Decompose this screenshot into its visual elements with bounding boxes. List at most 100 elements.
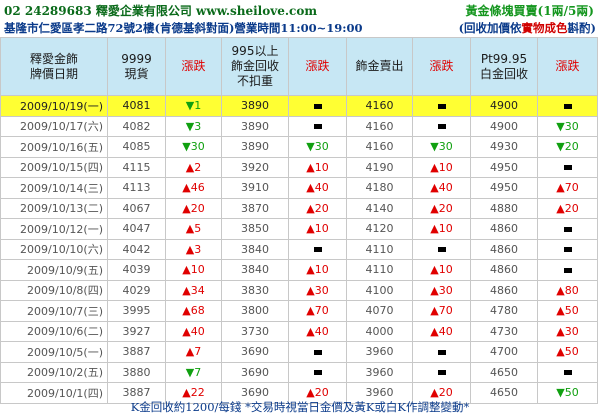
down-triangle-icon: ▼	[556, 386, 565, 400]
no-change-dash-icon	[563, 226, 572, 232]
spot-price-cell: 4082	[107, 115, 166, 137]
table-row: 2009/10/13(二) 4067 ▲20 3870 ▲20 4140 ▲20 4880 ▲2…	[0, 197, 598, 219]
change-cell	[288, 361, 347, 383]
change-cell: ▲20	[165, 197, 222, 219]
change-value: 30	[314, 283, 329, 297]
recycle-note-suffix: 斟酌)	[567, 21, 596, 35]
date-cell: 2009/10/7(三)	[0, 300, 108, 322]
change-cell: ▼50	[537, 382, 598, 404]
no-change-dash-icon	[563, 370, 572, 376]
down-triangle-icon: ▼	[556, 140, 565, 154]
up-triangle-icon: ▲	[556, 201, 565, 215]
recycle-price-cell: 3690	[221, 341, 289, 363]
change-value: 68	[190, 304, 205, 318]
up-triangle-icon: ▲	[306, 201, 315, 215]
down-triangle-icon: ▼	[556, 119, 565, 133]
pt-price-cell: 4860	[470, 279, 538, 301]
table-row: 2009/10/12(一) 4047 ▲5 3850 ▲10 4120 ▲10 4860	[0, 218, 598, 240]
recycle-price-cell: 3840	[221, 238, 289, 260]
recycle-price-cell: 3730	[221, 320, 289, 342]
sell-price-cell: 4070	[346, 300, 413, 322]
change-value: 20	[438, 386, 453, 400]
up-triangle-icon: ▲	[306, 324, 315, 338]
table-row: 2009/10/19(一) 4081 ▼1 3890 4160 4900	[0, 95, 598, 117]
sell-price-cell: 4180	[346, 177, 413, 199]
change-cell: ▼30	[288, 136, 347, 158]
change-value: 30	[564, 119, 579, 133]
change-cell: ▲40	[288, 320, 347, 342]
change-cell: ▲80	[537, 279, 598, 301]
no-change-dash-icon	[437, 349, 446, 355]
col-spot-9999-header: 9999 現貨	[107, 37, 166, 96]
pt-price-cell: 4930	[470, 136, 538, 158]
up-triangle-icon: ▲	[306, 181, 315, 195]
recycle-note-prefix: (回收加價依	[458, 21, 522, 35]
sell-price-cell: 4160	[346, 95, 413, 117]
no-change-dash-icon	[313, 247, 322, 253]
recycle-price-cell: 3890	[221, 136, 289, 158]
date-cell: 2009/10/16(五)	[0, 136, 108, 158]
change-cell: ▲40	[412, 320, 471, 342]
up-triangle-icon: ▲	[430, 201, 439, 215]
table-row: 2009/10/5(一) 3887 ▲7 3690 3960 4700 ▲50	[0, 341, 598, 363]
sell-price-cell: 3960	[346, 341, 413, 363]
date-cell: 2009/10/13(二)	[0, 197, 108, 219]
up-triangle-icon: ▲	[182, 283, 191, 297]
change-value: 34	[190, 283, 205, 297]
up-triangle-icon: ▲	[185, 345, 195, 359]
pt-price-cell: 4650	[470, 382, 538, 404]
change-value: 30	[438, 140, 453, 154]
up-triangle-icon: ▲	[556, 345, 565, 359]
recycle-price-cell: 3870	[221, 197, 289, 219]
change-value: 20	[314, 201, 329, 215]
change-value: 50	[564, 345, 579, 359]
spot-price-cell: 4047	[107, 218, 166, 240]
sell-price-cell: 4160	[346, 115, 413, 137]
change-cell	[288, 115, 347, 137]
change-cell: ▼7	[165, 361, 222, 383]
no-change-dash-icon	[563, 247, 572, 253]
up-triangle-icon: ▲	[306, 263, 315, 277]
down-triangle-icon: ▼	[185, 99, 195, 113]
change-cell	[537, 95, 598, 117]
change-value: 40	[190, 324, 205, 338]
change-value: 80	[564, 283, 579, 297]
up-triangle-icon: ▲	[430, 181, 439, 195]
change-cell: ▲70	[288, 300, 347, 322]
recycle-price-cell: 3890	[221, 115, 289, 137]
recycle-price-cell: 3910	[221, 177, 289, 199]
no-change-dash-icon	[563, 165, 572, 171]
change-cell	[412, 341, 471, 363]
pt-price-cell: 4860	[470, 259, 538, 281]
spot-price-cell: 4113	[107, 177, 166, 199]
change-cell: ▲3	[165, 238, 222, 260]
change-cell: ▼30	[165, 136, 222, 158]
change-cell: ▲10	[288, 156, 347, 178]
change-cell	[288, 341, 347, 363]
change-cell: ▲40	[412, 177, 471, 199]
pt-price-cell: 4730	[470, 320, 538, 342]
spot-price-cell: 3927	[107, 320, 166, 342]
table-row: 2009/10/8(四) 4029 ▲34 3830 ▲30 4100 ▲30 4860 ▲80	[0, 279, 598, 301]
change-cell	[537, 361, 598, 383]
up-triangle-icon: ▲	[306, 222, 315, 236]
change-value: 70	[564, 181, 579, 195]
change-cell	[412, 95, 471, 117]
recycle-note-highlight: 實物成色	[521, 21, 568, 35]
sell-price-cell: 4110	[346, 259, 413, 281]
up-triangle-icon: ▲	[430, 304, 439, 318]
col-change-spot-header: 漲跌	[165, 37, 222, 96]
pt-price-cell: 4880	[470, 197, 538, 219]
change-value: 40	[438, 324, 453, 338]
change-cell	[288, 95, 347, 117]
date-cell: 2009/10/2(五)	[0, 361, 108, 383]
up-triangle-icon: ▲	[556, 304, 565, 318]
pt-price-cell: 4950	[470, 177, 538, 199]
change-value: 20	[564, 201, 579, 215]
up-triangle-icon: ▲	[182, 324, 191, 338]
sell-price-cell: 4110	[346, 238, 413, 260]
change-cell: ▲20	[412, 197, 471, 219]
change-cell: ▲10	[288, 218, 347, 240]
sub-bar: 基隆市仁愛區孝二路72號2樓(肯德基斜對面)營業時間11:00~19:00 (回…	[0, 19, 600, 37]
change-cell: ▼3	[165, 115, 222, 137]
